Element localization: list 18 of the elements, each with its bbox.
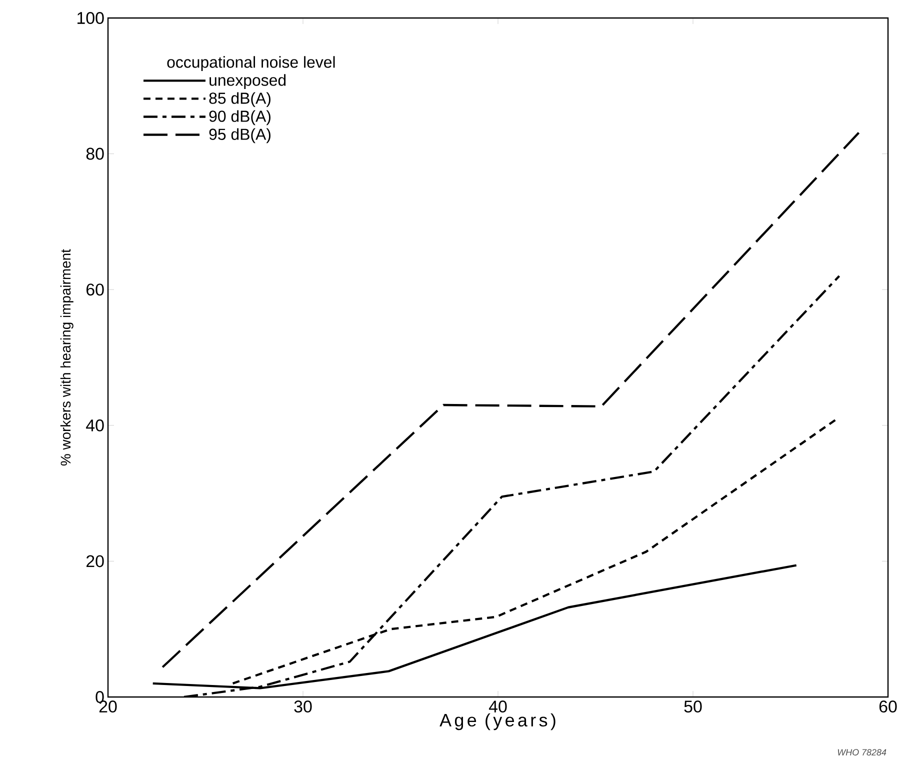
- x-tick-label: 50: [684, 700, 702, 713]
- y-tick-label: 20: [86, 555, 104, 568]
- y-axis-title: % workers with hearing impairment: [60, 249, 74, 466]
- text: WHO 78284: [838, 749, 886, 756]
- y-tick-label: 60: [86, 284, 104, 296]
- legend-label: 90 dB(A): [209, 110, 270, 126]
- legend-label: unexposed: [210, 74, 286, 90]
- y-tick-label: 40: [86, 419, 104, 432]
- y-tick-label: 100: [78, 12, 104, 24]
- x-tick-label: 20: [99, 700, 117, 713]
- x-axis-title: Age (years): [440, 713, 556, 730]
- x-tick-label: 30: [294, 700, 312, 713]
- legend-title: occupational noise level: [167, 56, 335, 71]
- y-tick-label: 80: [86, 148, 104, 160]
- legend-label: 95 dB(A): [209, 128, 270, 144]
- x-tick-label: 60: [879, 700, 897, 713]
- legend-label: 85 dB(A): [209, 92, 270, 108]
- x-tick-label: 40: [488, 700, 507, 713]
